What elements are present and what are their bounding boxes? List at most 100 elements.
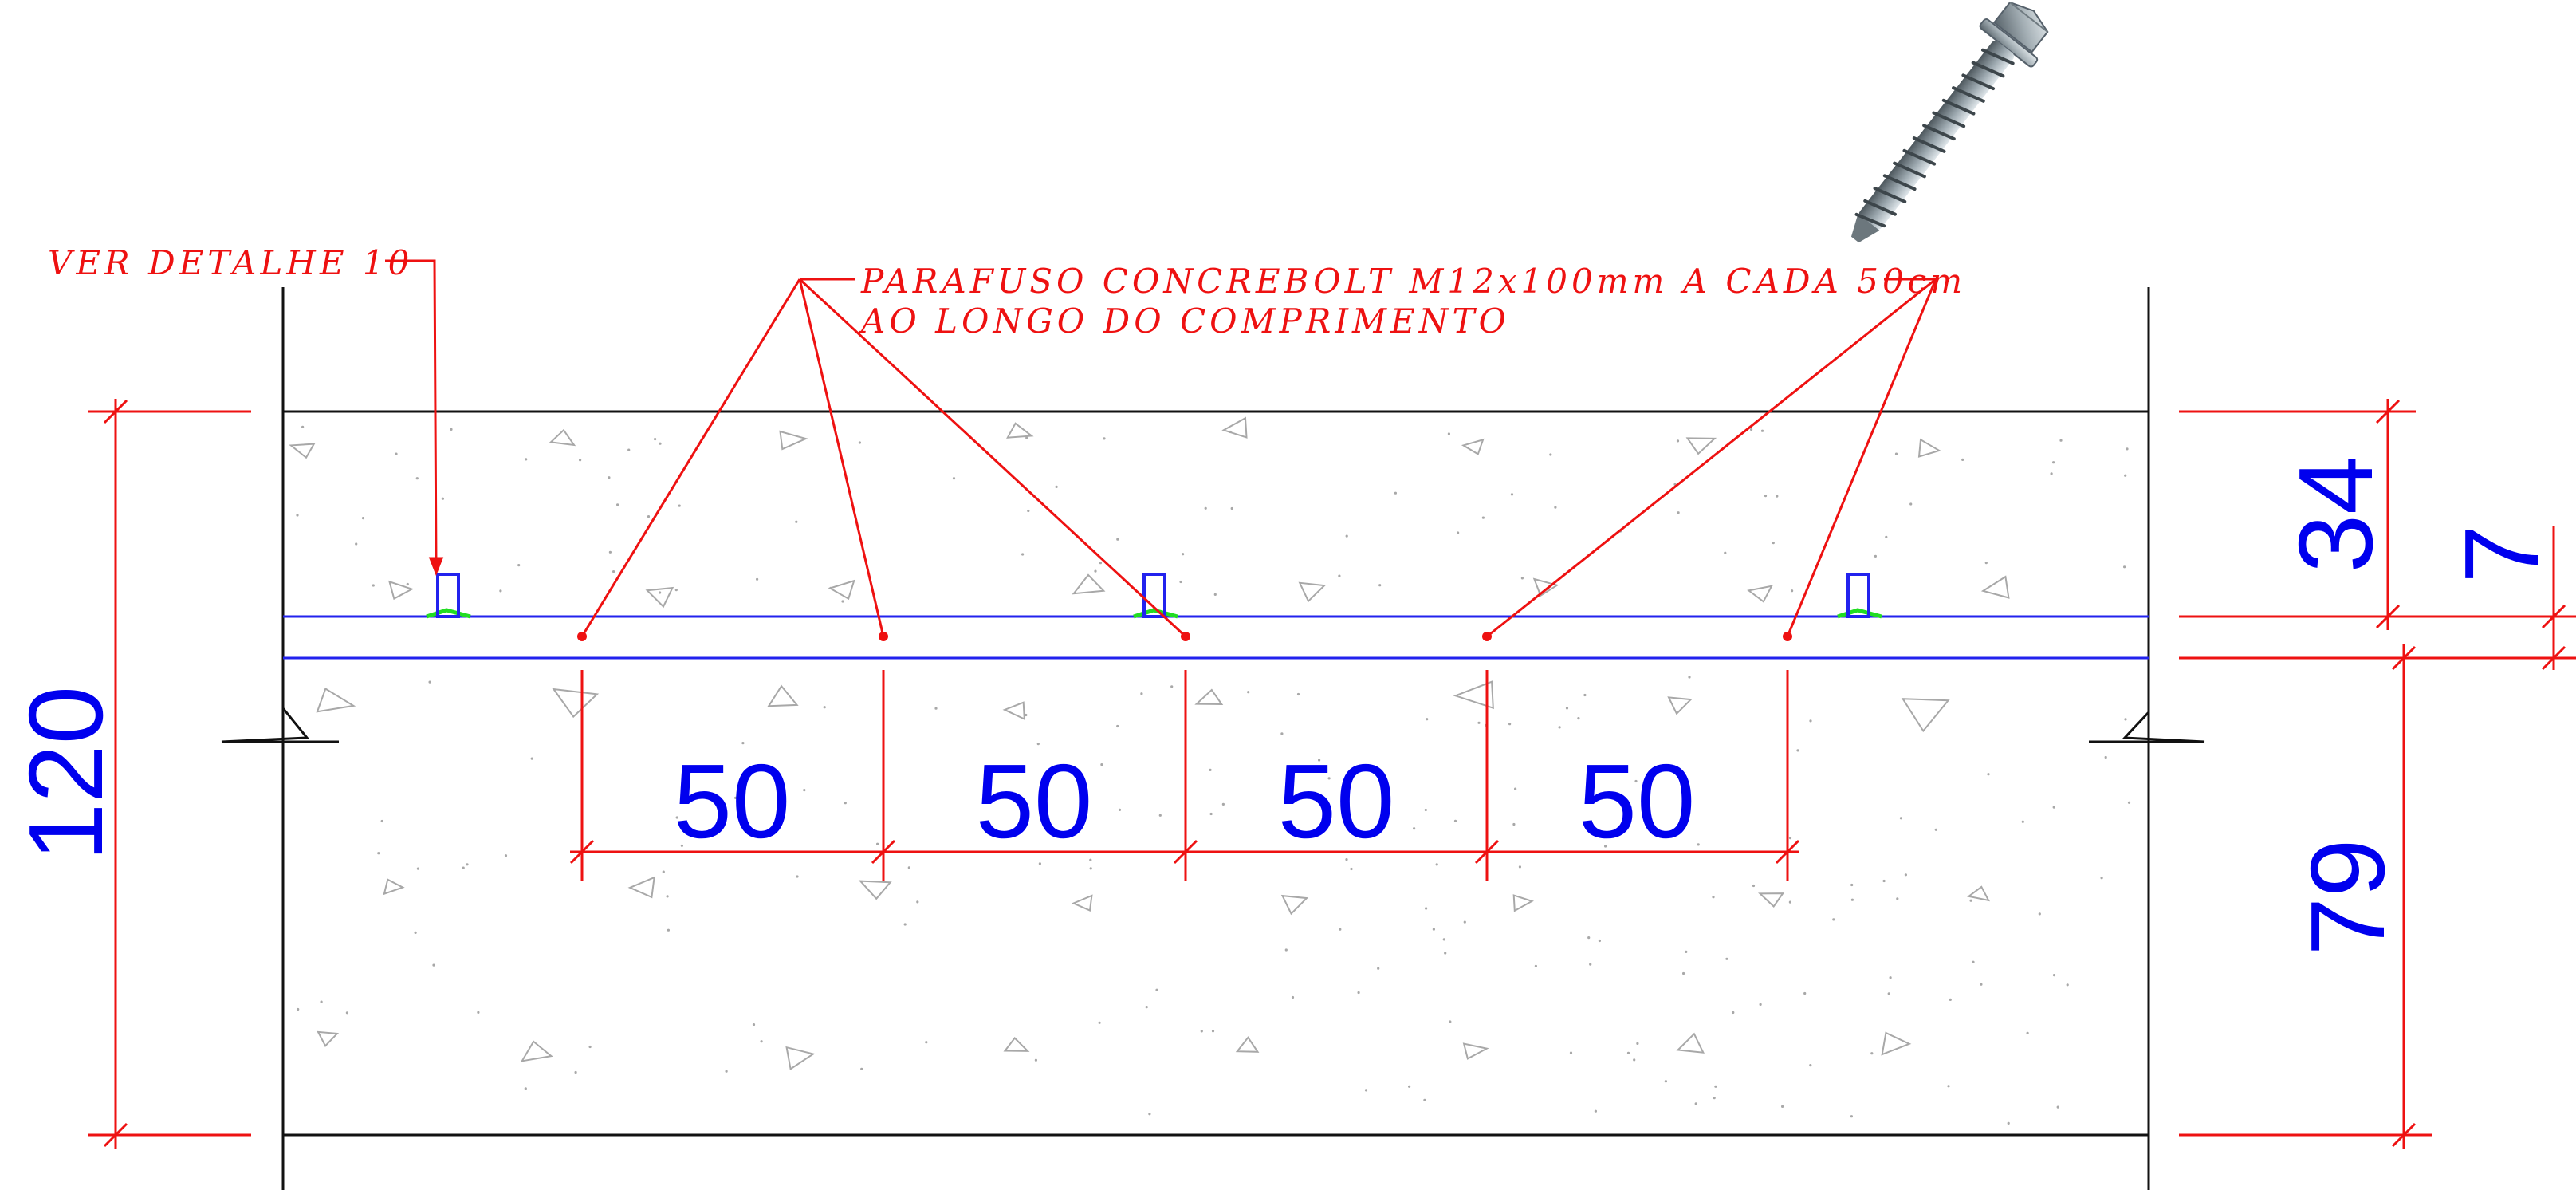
aggregate-dot bbox=[574, 1070, 577, 1074]
aggregate-dot bbox=[1038, 862, 1041, 865]
tick bbox=[103, 1122, 128, 1148]
aggregate-dot bbox=[1099, 562, 1102, 565]
aggregate-dot bbox=[1577, 717, 1580, 720]
aggregate-mark bbox=[1512, 894, 1535, 912]
aggregate-dot bbox=[1170, 685, 1174, 688]
aggregate-dot bbox=[1447, 432, 1450, 435]
tick bbox=[2541, 604, 2566, 629]
aggregate-mark bbox=[1532, 577, 1559, 597]
aggregate-dot bbox=[579, 459, 582, 462]
screw-thread bbox=[1854, 48, 2015, 228]
aggregate-mark bbox=[1980, 575, 2010, 599]
aggregate-dot bbox=[1752, 884, 1756, 888]
aggregate-dot bbox=[530, 757, 533, 760]
tick bbox=[1173, 839, 1198, 865]
aggregate-dot bbox=[296, 514, 299, 517]
aggregate-dot bbox=[1296, 692, 1300, 696]
aggregate-dot bbox=[1809, 1064, 1812, 1067]
aggregate-dot bbox=[1598, 939, 1601, 943]
aggregate-dot bbox=[858, 441, 861, 444]
aggregate-dot bbox=[1453, 819, 1457, 822]
screw-point bbox=[1181, 632, 1190, 641]
aggregate-dot bbox=[2123, 565, 2126, 569]
aggregate-dot bbox=[1377, 967, 1380, 970]
aggregate-dot bbox=[1949, 998, 1952, 1001]
spacing-value: 50 bbox=[1278, 743, 1395, 860]
aggregate-dot bbox=[432, 963, 435, 967]
screw-spec-note-line2: AO LONGO DO COMPRIMENTO bbox=[858, 301, 1510, 341]
aggregate-dot bbox=[1694, 1102, 1697, 1105]
aggregate-dot bbox=[1103, 437, 1106, 440]
aggregate-mark bbox=[1747, 585, 1773, 603]
aggregate-dot bbox=[741, 742, 745, 745]
aggregate-dot bbox=[1449, 1020, 1452, 1023]
aggregate-dot bbox=[1750, 428, 1753, 431]
aggregate-dot bbox=[1870, 1052, 1874, 1055]
aggregate-dot bbox=[1345, 534, 1348, 538]
aggregate-dot bbox=[1457, 531, 1460, 534]
aggregate-dot bbox=[608, 550, 612, 554]
screw-point bbox=[1482, 632, 1492, 641]
aggregate-dot bbox=[1036, 743, 1040, 746]
aggregate-dot bbox=[1969, 899, 1972, 902]
aggregate-dot bbox=[1832, 918, 1835, 921]
aggregate-dot bbox=[1481, 516, 1485, 519]
spacing-values: 50 50 50 50 bbox=[674, 743, 1696, 860]
aggregate-dot bbox=[1089, 867, 1092, 870]
aggregate-dot bbox=[1423, 1098, 1426, 1101]
aggregate-mark bbox=[1667, 696, 1693, 715]
aggregate-dot bbox=[925, 1041, 928, 1044]
aggregate-dot bbox=[903, 923, 907, 926]
aggregate-mark bbox=[1676, 1032, 1705, 1054]
aggregate-dot bbox=[795, 520, 798, 523]
tick bbox=[2541, 645, 2566, 671]
aggregate-dot bbox=[415, 477, 419, 480]
aggregate-dot bbox=[1764, 495, 1768, 498]
aggregate-dot bbox=[1934, 828, 1937, 831]
aggregate-dot bbox=[1791, 589, 1794, 593]
aggregate-dot bbox=[414, 931, 417, 934]
anchor-profile bbox=[1837, 573, 1882, 619]
aggregate-dot bbox=[1280, 732, 1284, 735]
spacing-dimension-chain bbox=[569, 670, 1800, 881]
aggregate-dot bbox=[297, 1007, 300, 1011]
aggregate-mark bbox=[289, 443, 316, 459]
concrete-texture bbox=[289, 416, 2131, 1125]
screw-point bbox=[879, 632, 888, 641]
aggregate-dot bbox=[1034, 1058, 1037, 1062]
aggregate-mark bbox=[645, 586, 674, 609]
aggregate-dot bbox=[725, 1070, 728, 1073]
aggregate-mark bbox=[1002, 701, 1025, 721]
total-height-value: 120 bbox=[7, 686, 124, 861]
aggregate-dot bbox=[1626, 805, 1629, 808]
aggregate-dot bbox=[1788, 900, 1791, 904]
aggregate-dot bbox=[1424, 808, 1427, 812]
aggregate-dot bbox=[734, 796, 737, 800]
aggregate-dot bbox=[1646, 782, 1650, 786]
aggregate-dot bbox=[2052, 461, 2055, 464]
screw-shaft bbox=[1858, 41, 2015, 230]
spacing-value: 50 bbox=[976, 743, 1093, 860]
aggregate-dot bbox=[1583, 693, 1587, 697]
aggregate-dot bbox=[1357, 991, 1360, 995]
aggregate-dot bbox=[504, 854, 508, 857]
aggregate-dot bbox=[1569, 1051, 1573, 1054]
aggregate-dot bbox=[1688, 676, 1691, 679]
tick bbox=[569, 839, 595, 865]
aggregate-dot bbox=[1247, 691, 1250, 694]
aggregate-dot bbox=[675, 816, 678, 819]
aggregate-dot bbox=[1713, 1097, 1716, 1100]
aggregate-dot bbox=[1732, 1011, 1735, 1015]
aggregate-mark bbox=[1757, 892, 1785, 908]
aggregate-mark bbox=[1280, 894, 1309, 916]
aggregate-dot bbox=[1100, 763, 1103, 766]
aggregate-dot bbox=[1098, 1021, 1101, 1024]
aggregate-dot bbox=[1714, 1085, 1717, 1088]
detail-leader-arrow bbox=[428, 557, 444, 577]
aggregate-mark bbox=[552, 688, 600, 719]
tick bbox=[1775, 839, 1800, 865]
tick bbox=[1474, 839, 1500, 865]
lower-layer-value: 79 bbox=[2289, 839, 2406, 956]
aggregate-dot bbox=[756, 577, 759, 581]
aggregate-dot bbox=[1229, 430, 1232, 434]
